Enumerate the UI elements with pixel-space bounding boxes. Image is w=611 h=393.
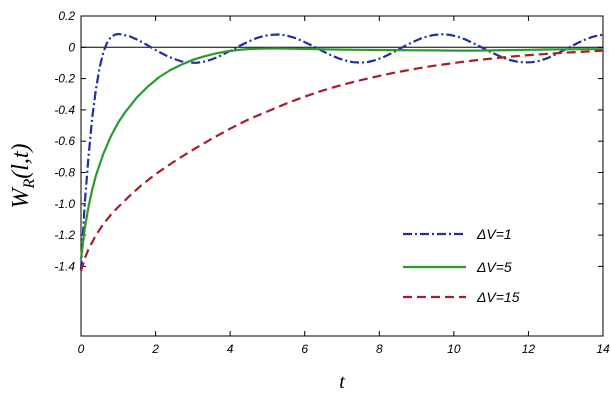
legend-label: ΔV=1 xyxy=(476,226,512,242)
x-tick-label: 14 xyxy=(596,342,610,356)
series-layer xyxy=(79,32,604,272)
y-tick-label: -0.4 xyxy=(54,103,75,117)
x-tick-label: 8 xyxy=(376,342,383,356)
x-axis-title: t xyxy=(339,371,345,393)
x-tick-label: 6 xyxy=(301,342,308,356)
y-tick-label: -0.2 xyxy=(54,72,75,86)
x-tick-label: 2 xyxy=(151,342,159,356)
y-axis-title-subscript: R xyxy=(21,179,38,190)
x-tick-label: 0 xyxy=(78,342,85,356)
plot-frame xyxy=(80,15,604,337)
legend-label: ΔV=15 xyxy=(476,289,520,305)
y-tick-label: 0.2 xyxy=(58,9,75,23)
x-tick-label: 12 xyxy=(522,342,536,356)
legend: ΔV=1 ΔV=5 ΔV=15 xyxy=(403,226,520,305)
series-line-2 xyxy=(79,47,603,259)
x-tick-label: 4 xyxy=(227,342,234,356)
x-axis-ticks: 0 2 4 6 8 10 12 14 xyxy=(78,16,610,356)
y-tick-label: -0.8 xyxy=(54,166,75,180)
y-tick-label: -1.0 xyxy=(54,197,75,211)
y-axis-title: WR(l,t) xyxy=(8,143,38,208)
y-tick-label: -1.2 xyxy=(54,228,75,242)
y-tick-label: 0 xyxy=(68,40,75,54)
y-axis-ticks: 0.2 0 -0.2 -0.4 -0.6 -0.8 -1.0 -1.2 -1.4 xyxy=(54,9,603,273)
y-axis-title-args: (l,t) xyxy=(8,143,34,178)
series-line-3 xyxy=(79,49,604,272)
y-tick-label: -1.4 xyxy=(54,259,75,273)
legend-label: ΔV=5 xyxy=(476,259,512,275)
y-tick-label: -0.6 xyxy=(54,134,75,148)
y-axis-title-main: W xyxy=(8,187,34,209)
x-tick-label: 10 xyxy=(447,342,461,356)
series-line-1 xyxy=(79,32,604,270)
